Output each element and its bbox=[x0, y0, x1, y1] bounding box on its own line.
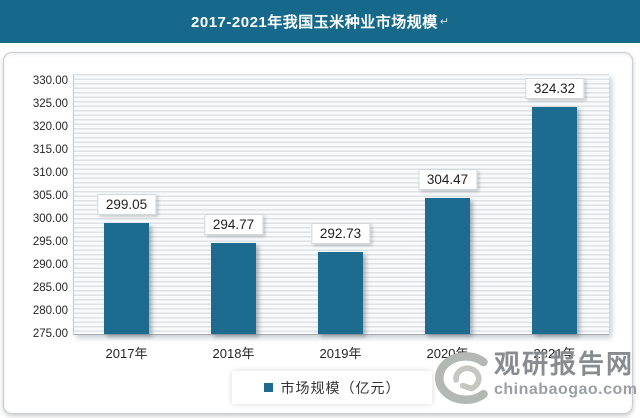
legend-label: 市场规模（亿元） bbox=[280, 379, 401, 396]
chart-title-bar: 2017-2021年我国玉米种业市场规模 ↵ bbox=[0, 0, 640, 43]
chart-legend: 市场规模（亿元） bbox=[232, 371, 432, 404]
watermark-logo-icon bbox=[435, 352, 488, 404]
watermark: 观研报告网 chinabaogao.com bbox=[424, 348, 637, 410]
watermark-site-domain: chinabaogao.com bbox=[494, 381, 638, 398]
watermark-site-name: 观研报告网 bbox=[494, 349, 635, 379]
legend-marker-icon bbox=[263, 383, 273, 392]
paragraph-return-icon: ↵ bbox=[439, 16, 449, 28]
page-title: 2017-2021年我国玉米种业市场规模 bbox=[191, 14, 438, 31]
watermark-text: 观研报告网 chinabaogao.com bbox=[494, 348, 638, 400]
